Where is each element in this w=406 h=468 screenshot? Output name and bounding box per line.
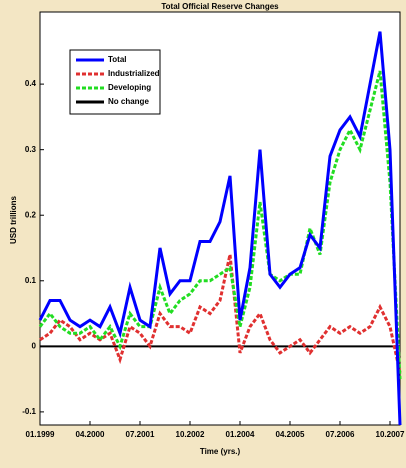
legend-label: No change xyxy=(108,97,149,106)
series-line xyxy=(38,31,402,426)
x-tick-label: 10.2002 xyxy=(176,430,205,439)
y-tick-label: 0.4 xyxy=(25,79,37,88)
x-tick-label: 07.2001 xyxy=(126,430,155,439)
legend-label: Total xyxy=(108,55,127,64)
y-axis-label: USD trillions xyxy=(9,195,18,244)
x-tick-label: 07.2006 xyxy=(326,430,355,439)
legend-label: Developing xyxy=(108,83,151,92)
y-tick-label: -0.1 xyxy=(22,407,36,416)
y-tick-label: 0 xyxy=(32,341,37,350)
x-tick-label: 10.2007 xyxy=(376,430,405,439)
y-tick-label: 0.3 xyxy=(25,145,37,154)
legend-label: Industrialized xyxy=(108,69,160,78)
y-tick-label: 0.1 xyxy=(25,276,37,285)
x-tick-label: 04.2005 xyxy=(276,430,305,439)
x-tick-label: 04.2000 xyxy=(76,430,105,439)
chart-title: Total Official Reserve Changes xyxy=(161,2,279,11)
series-line xyxy=(39,254,402,373)
x-tick-label: 01.1999 xyxy=(26,430,55,439)
y-tick-label: 0.2 xyxy=(25,210,37,219)
x-tick-label: 01.2004 xyxy=(226,430,255,439)
x-axis-label: Time (yrs.) xyxy=(200,447,241,456)
series-line xyxy=(38,70,402,380)
